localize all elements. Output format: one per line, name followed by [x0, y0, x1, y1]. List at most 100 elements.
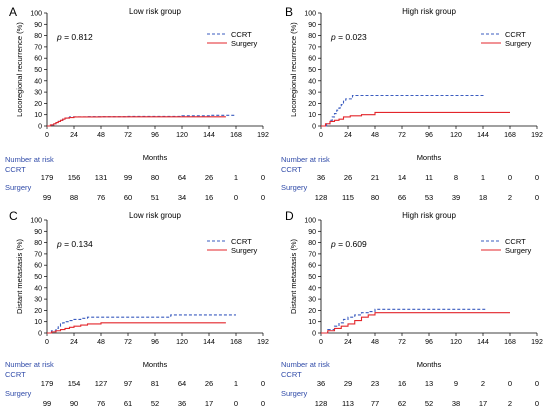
x-tick-label: 48 — [97, 132, 105, 139]
x-tick-label: 168 — [230, 132, 242, 139]
x-tick-label: 120 — [176, 132, 188, 139]
risk-value: 99 — [43, 193, 51, 202]
y-axis-label: Locoregional recurrence (%) — [289, 22, 298, 117]
y-tick-label: 40 — [34, 285, 42, 292]
x-tick-label: 144 — [203, 339, 215, 346]
risk-value: 113 — [342, 399, 354, 408]
p-value-label: p = 0.134 — [56, 239, 93, 249]
p-symbol: p — [56, 32, 62, 42]
risk-value: 115 — [342, 193, 354, 202]
x-tick-label: 168 — [230, 339, 242, 346]
x-tick-label: 0 — [319, 132, 323, 139]
risk-value: 0 — [234, 193, 238, 202]
panel-letter: B — [285, 5, 293, 19]
risk-value: 0 — [261, 173, 265, 182]
risk-value: 1 — [481, 173, 485, 182]
risk-table-header: Number at risk — [5, 155, 54, 164]
risk-value: 156 — [68, 173, 81, 182]
x-tick-label: 120 — [450, 132, 462, 139]
risk-row-label-surgery: Surgery — [5, 389, 32, 398]
p-symbol: p — [330, 32, 336, 42]
y-tick-label: 80 — [308, 240, 316, 247]
risk-value: 80 — [371, 193, 379, 202]
risk-value: 38 — [452, 399, 460, 408]
x-tick-label: 0 — [45, 132, 49, 139]
legend-label-surgery: Surgery — [505, 246, 532, 255]
risk-value: 0 — [234, 399, 238, 408]
risk-value: 26 — [205, 379, 213, 388]
y-tick-label: 90 — [308, 22, 316, 29]
y-tick-label: 30 — [308, 297, 316, 304]
x-tick-label: 192 — [531, 132, 543, 139]
x-tick-label: 96 — [425, 339, 433, 346]
x-tick-label: 72 — [398, 132, 406, 139]
risk-value: 2 — [508, 399, 512, 408]
y-tick-label: 80 — [34, 240, 42, 247]
risk-value: 128 — [315, 399, 328, 408]
y-tick-label: 20 — [308, 101, 316, 108]
p-value: = 0.134 — [62, 239, 93, 249]
x-tick-label: 120 — [450, 339, 462, 346]
risk-value: 1 — [234, 379, 238, 388]
y-tick-label: 80 — [34, 33, 42, 40]
risk-value: 99 — [124, 173, 132, 182]
series-line-surgery — [47, 116, 226, 127]
risk-value: 39 — [452, 193, 460, 202]
p-value: = 0.609 — [336, 239, 367, 249]
risk-table-header: Number at risk — [5, 360, 54, 369]
y-tick-label: 10 — [34, 112, 42, 119]
risk-value: 64 — [178, 173, 186, 182]
risk-value: 154 — [68, 379, 81, 388]
y-tick-label: 20 — [34, 308, 42, 315]
p-symbol: p — [56, 239, 62, 249]
risk-value: 13 — [425, 379, 433, 388]
x-tick-label: 144 — [477, 339, 489, 346]
risk-value: 2 — [508, 193, 512, 202]
y-tick-label: 100 — [30, 11, 42, 18]
series-line-surgery — [321, 111, 510, 127]
risk-value: 0 — [535, 173, 539, 182]
y-tick-label: 30 — [34, 297, 42, 304]
risk-value: 17 — [205, 399, 213, 408]
risk-value: 18 — [479, 193, 487, 202]
risk-value: 2 — [481, 379, 485, 388]
x-tick-label: 0 — [319, 339, 323, 346]
series-line-ccrt — [47, 314, 236, 334]
risk-value: 36 — [317, 173, 325, 182]
x-tick-label: 144 — [203, 132, 215, 139]
x-tick-label: 192 — [257, 339, 269, 346]
y-tick-label: 60 — [308, 56, 316, 63]
risk-value: 51 — [151, 193, 159, 202]
x-tick-label: 48 — [97, 339, 105, 346]
x-tick-label: 0 — [45, 339, 49, 346]
legend-label-ccrt: CCRT — [231, 30, 252, 39]
y-tick-label: 100 — [304, 218, 316, 225]
p-value-label: p = 0.812 — [56, 32, 93, 42]
y-axis-label: Distant metastasis (%) — [15, 238, 24, 314]
x-tick-label: 96 — [425, 132, 433, 139]
risk-row-label-ccrt: CCRT — [5, 165, 26, 174]
y-tick-label: 100 — [30, 218, 42, 225]
legend-label-ccrt: CCRT — [231, 237, 252, 246]
risk-value: 179 — [41, 173, 54, 182]
risk-value: 53 — [425, 193, 433, 202]
panel-letter: C — [9, 209, 18, 223]
risk-value: 34 — [178, 193, 186, 202]
risk-value: 0 — [535, 379, 539, 388]
y-axis-label: Distant metastasis (%) — [289, 238, 298, 314]
x-tick-label: 72 — [124, 132, 132, 139]
risk-value: 11 — [425, 173, 433, 182]
y-tick-label: 90 — [34, 22, 42, 29]
risk-value: 61 — [124, 399, 132, 408]
risk-row-label-surgery: Surgery — [5, 183, 32, 192]
risk-value: 17 — [479, 399, 487, 408]
risk-value: 14 — [398, 173, 406, 182]
risk-value: 9 — [454, 379, 458, 388]
risk-value: 36 — [317, 379, 325, 388]
risk-value: 0 — [508, 173, 512, 182]
y-tick-label: 50 — [308, 274, 316, 281]
x-tick-label: 168 — [504, 339, 516, 346]
y-tick-label: 50 — [308, 67, 316, 74]
risk-value: 80 — [151, 173, 159, 182]
